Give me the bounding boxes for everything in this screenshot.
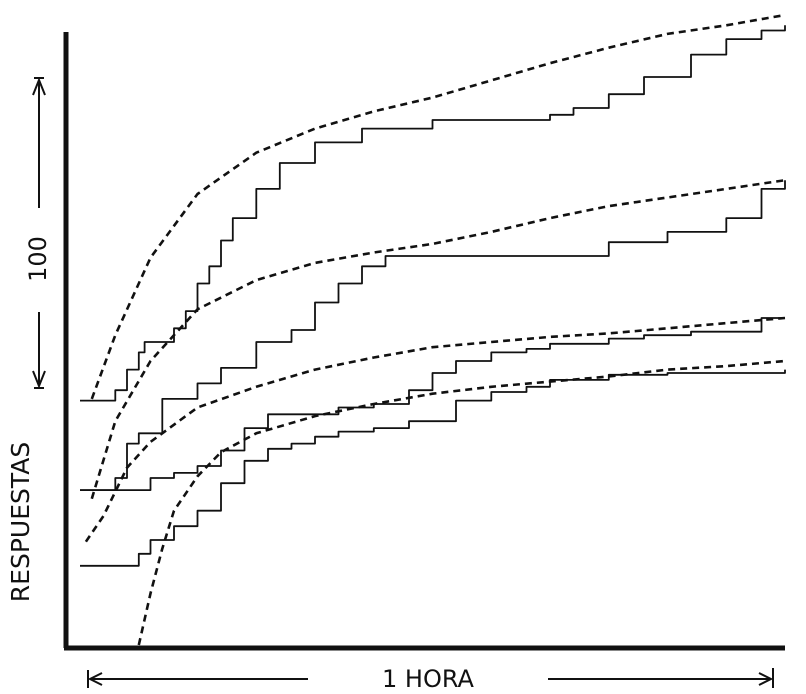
y-scale-bottom-arrow <box>32 370 46 389</box>
y-scale-marker: 100 <box>24 77 52 389</box>
series-layer <box>80 13 786 646</box>
fitted-curve-3 <box>84 316 786 543</box>
fitted-curve-2 <box>90 178 786 500</box>
fitted-curve-1 <box>90 13 786 400</box>
y-axis-label: RESPUESTAS <box>6 442 35 602</box>
x-scale-right-arrow <box>758 672 774 686</box>
cumulative-record-1 <box>80 25 786 402</box>
x-axis-label: 1 HORA <box>382 665 475 693</box>
fitted-curve-4 <box>137 359 786 646</box>
cumulative-record-2 <box>80 180 786 491</box>
cumulative-record-4 <box>80 369 786 567</box>
chart-axes <box>63 32 785 651</box>
y-scale-label: 100 <box>24 236 52 282</box>
cumulative-record-3 <box>80 317 785 491</box>
x-scale-marker: 1 HORA <box>87 665 774 693</box>
